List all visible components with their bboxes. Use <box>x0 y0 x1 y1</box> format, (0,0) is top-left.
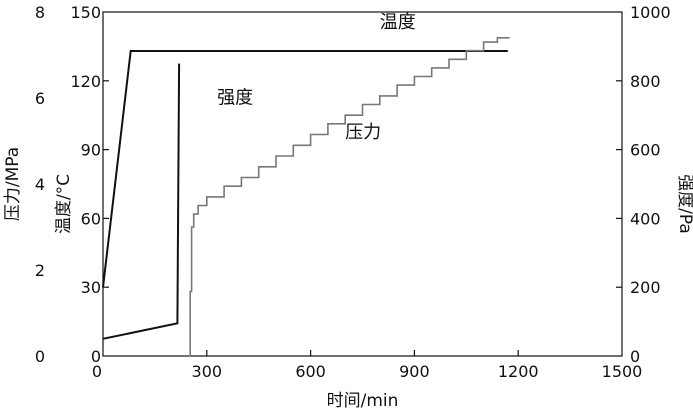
pressure-tick-label: 2 <box>35 261 45 280</box>
strength-axis-title: 强度/Pa <box>675 174 693 234</box>
strength-tick-label: 800 <box>630 72 661 91</box>
strength-series-line <box>102 63 181 340</box>
pressure-tick-label: 6 <box>35 89 45 108</box>
temperature-series-line <box>102 50 508 288</box>
x-tick-label: 1500 <box>602 362 643 381</box>
x-tick-label: 300 <box>192 362 223 381</box>
annotation-strength: 强度 <box>217 88 253 109</box>
temperature-tick-label: 0 <box>91 347 101 366</box>
temperature-tick-label: 120 <box>70 72 101 91</box>
annotation-temperature: 温度 <box>380 12 416 33</box>
annotation-pressure: 压力 <box>345 122 381 143</box>
temperature-tick-label: 150 <box>70 3 101 22</box>
temperature-tick-label: 90 <box>81 141 101 160</box>
ticks-layer: 0 300 600 900 1200 15000246803060901201500200… <box>35 3 671 381</box>
strength-tick-label: 200 <box>630 278 661 297</box>
plot-frame <box>102 11 623 357</box>
pressure-axis-title: 压力/MPa <box>3 147 23 221</box>
temperature-axis-title: 温度/°C <box>54 174 74 234</box>
pressure-series-line <box>188 37 510 357</box>
strength-tick-label: 0 <box>630 347 640 366</box>
temperature-tick-label: 30 <box>81 278 101 297</box>
pressure-tick-label: 4 <box>35 175 45 194</box>
x-tick-label: 0 <box>92 362 102 381</box>
pressure-tick-label: 0 <box>35 347 45 366</box>
strength-tick-label: 1000 <box>630 3 671 22</box>
x-axis-title: 时间/min <box>327 391 399 411</box>
x-tick-label: 900 <box>399 362 430 381</box>
x-tick-label: 1200 <box>498 362 539 381</box>
series-layer <box>102 37 510 357</box>
x-tick-label: 600 <box>295 362 326 381</box>
strength-tick-label: 400 <box>630 209 661 228</box>
pressure-tick-label: 8 <box>35 3 45 22</box>
temperature-tick-label: 60 <box>81 209 101 228</box>
strength-tick-label: 600 <box>630 141 661 160</box>
